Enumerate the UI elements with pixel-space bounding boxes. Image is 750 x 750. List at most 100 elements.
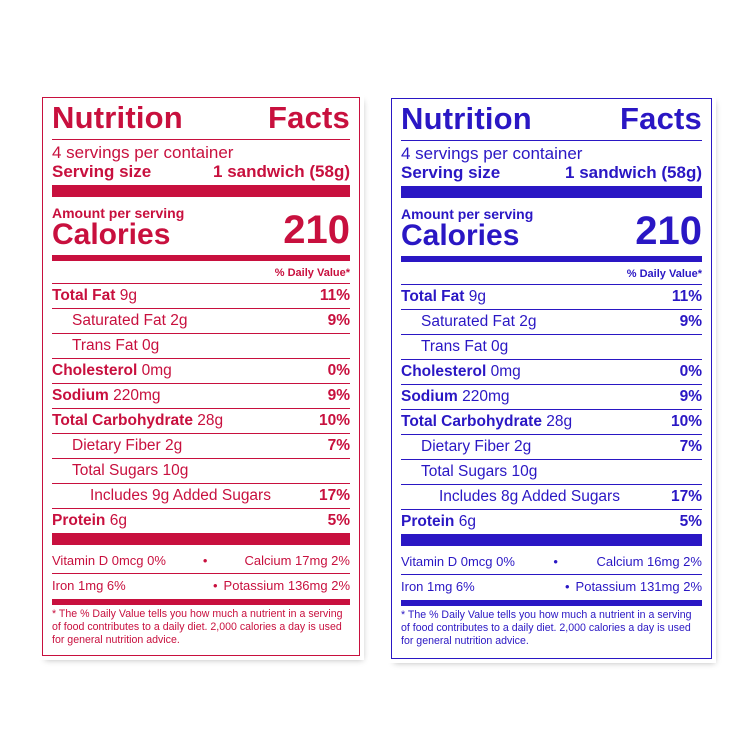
daily-value-header: % Daily Value*: [274, 267, 350, 279]
calories-label: Calories: [52, 218, 171, 251]
calories-label: Calories: [401, 219, 520, 252]
footnote: * The % Daily Value tells you how much a…: [401, 609, 692, 647]
nutrient-dv: 5%: [679, 513, 702, 530]
nutrient-amount: Saturated Fat 2g: [72, 312, 188, 329]
nutrient-amount: Includes 8g Added Sugars: [439, 488, 620, 505]
footnote: * The % Daily Value tells you how much a…: [52, 608, 343, 646]
nutrient-name: Total Carbohydrate: [401, 413, 542, 430]
bullet: •: [202, 552, 208, 568]
nutrient-row: Trans Fat 0g: [401, 334, 702, 359]
nutrient-name: Sodium: [52, 387, 109, 404]
nutrient-row: Total Carbohydrate 28g 10%: [52, 408, 350, 433]
nutrient-amount: 220mg: [457, 388, 510, 405]
divider: [401, 574, 702, 575]
nutrient-dv: 11%: [319, 287, 350, 304]
nutrient-row: Total Fat 9g 11%: [52, 283, 350, 308]
nutrient-amount: Trans Fat 0g: [72, 337, 160, 354]
nutrient-amount: Includes 9g Added Sugars: [90, 487, 271, 504]
nutrient-amount: 9g: [115, 287, 137, 304]
title-nutrition: Nutrition: [401, 100, 532, 136]
amount-per-serving: Amount per serving: [52, 205, 185, 221]
nutrient-row: Includes 8g Added Sugars 17%: [401, 484, 702, 509]
nutrient-row: Saturated Fat 2g 9%: [52, 308, 350, 333]
nutrient-row: Includes 9g Added Sugars 17%: [52, 483, 350, 508]
potassium: Potassium 131mg 2%: [575, 578, 702, 594]
nutrient-row: Sodium 220mg 9%: [52, 383, 350, 408]
title-facts: Facts: [268, 99, 350, 135]
nutrient-row: Protein 6g 5%: [52, 508, 350, 533]
nutrient-dv: 5%: [327, 512, 350, 529]
nutrient-dv: 11%: [671, 288, 702, 305]
medium-bar: [401, 256, 702, 262]
serving-size-label: Serving size: [52, 162, 152, 181]
nutrient-name: Total Fat: [52, 287, 116, 304]
nutrient-row: Total Carbohydrate 28g 10%: [401, 409, 702, 434]
iron: Iron 1mg 6%: [401, 578, 475, 594]
nutrient-amount: 9g: [464, 288, 486, 305]
iron: Iron 1mg 6%: [52, 577, 126, 593]
nutrient-row: Total Sugars 10g: [52, 458, 350, 483]
title-facts: Facts: [620, 100, 702, 136]
nutrient-dv: 17%: [318, 487, 350, 504]
nutrient-name: Sodium: [401, 388, 458, 405]
nutrient-amount: Dietary Fiber 2g: [72, 437, 183, 454]
mineral-row: Iron 1mg 6% • Potassium 131mg 2%: [401, 575, 702, 597]
serving-size-value: 1 sandwich (58g): [213, 162, 350, 181]
potassium: Potassium 136mg 2%: [223, 577, 350, 593]
medium-bar: [52, 599, 350, 605]
bullet: •: [553, 553, 558, 569]
nutrient-dv: 9%: [679, 313, 702, 330]
nutrient-row: Total Fat 9g 11%: [401, 284, 702, 309]
nutrient-dv: 10%: [318, 412, 350, 429]
serving-size: Serving size 1 sandwich (58g): [401, 163, 702, 183]
nutrient-dv: 0%: [327, 362, 350, 379]
label-title: Nutrition Facts: [52, 98, 350, 136]
medium-bar: [401, 600, 702, 606]
amount-per-serving: Amount per serving: [401, 206, 534, 222]
serving-size-value: 1 sandwich (58g): [565, 163, 702, 182]
nutrient-amount: 28g: [192, 412, 224, 429]
serving-size: Serving size 1 sandwich (58g): [52, 162, 350, 182]
nutrient-amount: 6g: [105, 512, 127, 529]
nutrient-dv: 7%: [679, 438, 702, 455]
nutrient-amount: Trans Fat 0g: [421, 338, 509, 355]
nutrient-amount: Total Sugars 10g: [72, 462, 189, 479]
nutrient-row: Protein 6g 5%: [401, 509, 702, 534]
calcium: Calcium 17mg 2%: [244, 552, 350, 568]
nutrient-name: Cholesterol: [401, 363, 487, 380]
nutrient-name: Total Fat: [401, 288, 465, 305]
nutrient-dv: 17%: [670, 488, 702, 505]
calories-value: 210: [283, 208, 350, 252]
nutrient-dv: 10%: [670, 413, 702, 430]
calories-value: 210: [635, 209, 702, 253]
medium-bar: [52, 255, 350, 261]
thick-bar: [52, 185, 350, 197]
vitamin-d: Vitamin D 0mcg 0%: [401, 553, 515, 569]
nutrient-row: Sodium 220mg 9%: [401, 384, 702, 409]
nutrient-row: Cholesterol 0mg 0%: [401, 359, 702, 384]
nutrient-name: Protein: [401, 513, 455, 530]
nutrient-dv: 9%: [327, 312, 350, 329]
nutrient-row: Total Sugars 10g: [401, 459, 702, 484]
thick-bar: [52, 533, 350, 545]
thick-bar: [401, 186, 702, 198]
nutrient-row: Trans Fat 0g: [52, 333, 350, 358]
nutrient-row: Cholesterol 0mg 0%: [52, 358, 350, 383]
divider: [52, 573, 350, 574]
bullet: •: [212, 577, 218, 593]
nutrient-amount: Saturated Fat 2g: [421, 313, 537, 330]
nutrient-name: Protein: [52, 512, 106, 529]
servings-per-container: 4 servings per container: [401, 144, 583, 163]
nutrient-dv: 7%: [327, 437, 350, 454]
vitamin-row: Vitamin D 0mcg 0% • Calcium 17mg 2%: [52, 549, 350, 571]
bullet: •: [564, 578, 570, 594]
daily-value-header: % Daily Value*: [626, 268, 702, 280]
serving-size-label: Serving size: [401, 163, 501, 182]
nutrition-label-blue: Nutrition Facts 4 servings per container…: [391, 98, 712, 659]
mineral-row: Iron 1mg 6% • Potassium 136mg 2%: [52, 574, 350, 596]
nutrient-amount: 0mg: [486, 363, 521, 380]
nutrient-name: Cholesterol: [52, 362, 138, 379]
nutrient-amount: 0mg: [137, 362, 172, 379]
label-title: Nutrition Facts: [401, 99, 702, 137]
nutrient-row: Saturated Fat 2g 9%: [401, 309, 702, 334]
